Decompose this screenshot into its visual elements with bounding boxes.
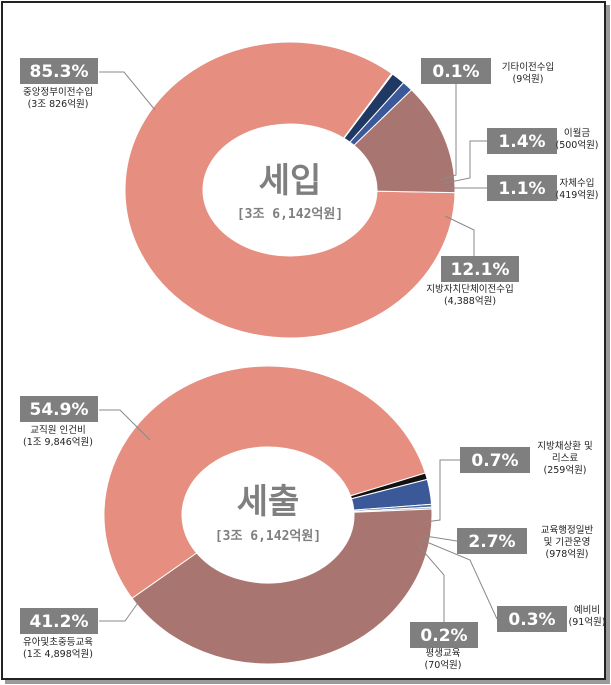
category-label: 중앙정부이전수입 [23, 86, 93, 98]
category-label: (1조 4,898억원) [23, 648, 93, 660]
callout-5: 0.2% 평생교육(70억원) [410, 544, 478, 671]
value-badge [20, 608, 98, 634]
category-label: 및 기관운영 [544, 536, 591, 548]
chart-center-subtitle: [3조 6,142억원] [237, 207, 343, 222]
callout-4: 0.3% 예비비(91억원) [421, 539, 606, 632]
category-label: 자체수입 [560, 177, 595, 189]
category-label: (1조 9,846억원) [23, 436, 93, 448]
leader-line [424, 535, 458, 542]
leader-line [444, 140, 487, 184]
callout-2: 0.1% 기타이전수입(9억원) [421, 58, 554, 181]
leader-line [421, 539, 498, 620]
callout-4: 1.1% 자체수입(419억원) [448, 175, 599, 201]
leader-line [444, 215, 475, 256]
value-label: 85.3% [30, 62, 89, 82]
category-label: 리스료 [552, 453, 578, 464]
value-badge [20, 396, 98, 422]
category-label: 지방자치단체이전수입 [426, 283, 513, 295]
category-label: 교육행정일반 [541, 524, 594, 536]
slice-5 [353, 89, 456, 194]
value-badge [487, 175, 557, 201]
category-label: (70억원) [425, 659, 462, 671]
chart-center-subtitle: [3조 6,142억원] [215, 529, 321, 544]
value-label: 41.2% [30, 612, 89, 632]
callout-5: 12.1% 지방자치단체이전수입(4,388억원) [426, 215, 519, 307]
value-badge [20, 58, 98, 84]
category-label: 기타이전수입 [502, 61, 554, 73]
value-label: 12.1% [451, 260, 510, 280]
value-label: 2.7% [468, 532, 515, 552]
category-label: 이월금 [564, 127, 590, 139]
category-label: (9억원) [513, 73, 544, 85]
chart-center-title: 세입 [259, 161, 322, 201]
category-label: (978억원) [545, 548, 588, 560]
callout-1: 54.9% 교직원 인건비(1조 9,846억원) [20, 396, 151, 448]
value-label: 1.4% [498, 132, 545, 152]
slice-1 [124, 41, 456, 339]
leader-line [99, 409, 151, 441]
callout-6: 41.2% 유아및초중등교육(1조 4,898억원) [20, 599, 141, 660]
value-badge [497, 606, 567, 632]
value-label: 54.9% [30, 400, 89, 420]
category-label: (419억원) [555, 189, 598, 201]
leader-line [99, 599, 141, 622]
value-label: 0.3% [508, 610, 555, 630]
callout-1: 85.3% 중앙정부이전수입(3조 826억원) [20, 58, 156, 111]
value-badge [421, 58, 491, 84]
category-label: 유아및초중등교육 [23, 636, 93, 648]
value-badge [410, 622, 478, 648]
value-label: 0.2% [420, 626, 467, 646]
chart-center-title: 세출 [237, 482, 300, 522]
category-label: 지방채상환 및 [537, 440, 593, 452]
value-badge [487, 128, 557, 154]
category-label: (4,388억원) [444, 295, 496, 307]
leader-line [424, 459, 460, 523]
category-label: 예비비 [574, 605, 600, 616]
category-label: (500억원) [555, 139, 598, 151]
donut-chart-2: 세출 [3조 6,142억원] [103, 365, 433, 665]
category-label: (91억원) [569, 616, 606, 628]
category-label: 평생교육 [426, 648, 461, 659]
value-label: 1.1% [498, 179, 545, 199]
category-label: (259억원) [543, 464, 586, 476]
value-label: 0.1% [432, 62, 479, 82]
leader-line [417, 544, 445, 622]
value-badge [460, 447, 530, 473]
leader-line [99, 71, 156, 111]
category-label: 교직원 인건비 [30, 425, 85, 436]
category-label: (3조 826억원) [28, 98, 89, 110]
donut-chart-1: 세입 [3조 6,142억원] [124, 41, 456, 339]
slice-6 [131, 508, 433, 665]
leader-line [439, 84, 457, 181]
value-badge [457, 528, 527, 554]
value-label: 0.7% [471, 451, 518, 471]
callout-3: 1.4% 이월금(500억원) [444, 127, 599, 184]
value-badge [441, 256, 519, 282]
slice-1 [103, 365, 426, 600]
